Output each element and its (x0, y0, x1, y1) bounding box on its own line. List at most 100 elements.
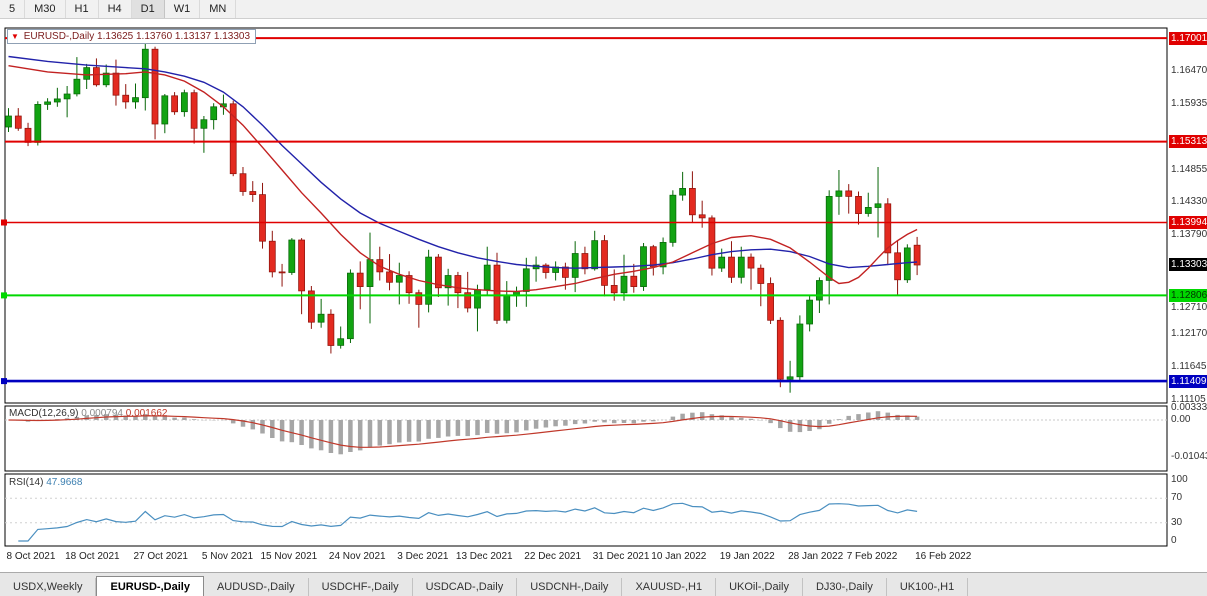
candle (200, 116, 208, 153)
candle (493, 252, 501, 324)
candle (239, 167, 247, 196)
candle (884, 198, 892, 266)
candle (210, 103, 218, 130)
ma-fast-line (8, 65, 918, 293)
chart-tab-eurusd-daily[interactable]: EURUSD-,Daily (96, 576, 204, 596)
candle (796, 315, 804, 382)
timeframe-button-w1[interactable]: W1 (164, 0, 201, 18)
candle (454, 271, 462, 309)
candle (288, 238, 296, 275)
panel-borders (4, 27, 1168, 547)
date-axis-label: 8 Oct 2021 (6, 551, 56, 562)
rsi-name: RSI(14) (9, 477, 44, 488)
rsi-indicator (5, 497, 1167, 542)
chart-tab-ukoil-daily[interactable]: UKOil-,Daily (716, 578, 803, 596)
timeframe-button-mn[interactable]: MN (200, 0, 237, 18)
rsi-current-value: 47.9668 (46, 477, 83, 488)
candle (298, 238, 305, 315)
chart-tab-dj30-daily[interactable]: DJ30-,Daily (802, 578, 887, 596)
candle (689, 171, 696, 223)
candle (874, 167, 882, 238)
candle (356, 261, 364, 310)
candle (102, 64, 110, 88)
candle (435, 254, 442, 297)
chart-tab-usdcad-daily[interactable]: USDCAD-,Daily (412, 578, 518, 596)
candle (347, 269, 354, 343)
candle (591, 230, 599, 271)
rsi-indicator-label: RSI(14) 47.9668 (9, 477, 82, 488)
candle (776, 317, 784, 388)
candle (5, 108, 12, 132)
chart-tab-uk100-h1[interactable]: UK100-,H1 (886, 578, 969, 596)
candle (894, 240, 901, 296)
candle (728, 241, 735, 283)
candle (659, 237, 667, 275)
candle (913, 236, 921, 276)
candle (581, 246, 589, 275)
candle (268, 230, 276, 278)
timeframe-button-d1[interactable]: D1 (131, 0, 165, 18)
candle (806, 295, 813, 332)
candle (190, 89, 198, 144)
chart-tab-xauusd-h1[interactable]: XAUUSD-,H1 (622, 578, 717, 596)
timeframe-toolbar: 5 M30 H1 H4 D1 W1 MN (0, 0, 1207, 19)
candle (249, 181, 257, 202)
date-axis-label: 5 Nov 2021 (201, 551, 254, 562)
candle (855, 191, 862, 225)
candle (825, 190, 833, 305)
candle (464, 271, 472, 313)
chart-title-symbol: EURUSD-,Daily (23, 31, 95, 42)
date-axis-label: 19 Jan 2022 (719, 551, 775, 562)
candle (903, 244, 911, 283)
macd-signal-value: 0.001662 (125, 408, 168, 419)
candle (278, 263, 286, 287)
date-axis-label: 18 Oct 2021 (65, 551, 120, 562)
candle (161, 94, 169, 134)
timeframe-button-h1[interactable]: H1 (65, 0, 99, 18)
candle (337, 326, 345, 349)
chart-tab-usdcnh-daily[interactable]: USDCNH-,Daily (517, 578, 623, 596)
candle (640, 243, 647, 291)
timeframe-button-5[interactable]: 5 (0, 0, 26, 18)
candle (327, 309, 335, 354)
chart-tab-audusd-daily[interactable]: AUDUSD-,Daily (203, 578, 309, 596)
candle (835, 170, 843, 215)
candle (122, 84, 130, 109)
candle (757, 264, 765, 307)
candle (767, 277, 774, 324)
timeframe-button-h4[interactable]: H4 (98, 0, 132, 18)
candle (444, 268, 452, 306)
candle (669, 190, 677, 247)
candle (259, 182, 266, 249)
date-axis-label: 24 Nov 2021 (328, 551, 386, 562)
chart-tab-usdx-weekly[interactable]: USDX,Weekly (0, 578, 97, 596)
candle (132, 83, 139, 109)
candle (229, 100, 237, 177)
candle (308, 286, 315, 329)
candle (395, 262, 403, 305)
macd-indicator-label: MACD(12,26,9) 0.000794 0.001662 (9, 408, 167, 419)
time-axis[interactable]: 8 Oct 2021 18 Oct 2021 27 Oct 2021 5 Nov 20… (0, 551, 1207, 565)
candle (171, 92, 178, 115)
chart-tab-usdchf-daily[interactable]: USDCHF-,Daily (308, 578, 413, 596)
candle (630, 263, 638, 293)
candle (317, 298, 325, 328)
ohlc-close: 1.13303 (213, 31, 251, 42)
candle (53, 87, 61, 107)
ohlc-high: 1.13760 (135, 31, 173, 42)
date-axis-label: 22 Dec 2021 (524, 551, 582, 562)
timeframe-button-m30[interactable]: M30 (25, 0, 66, 18)
macd-name: MACD(12,26,9) (9, 408, 79, 419)
date-axis-label: 31 Dec 2021 (592, 551, 650, 562)
candle (151, 46, 159, 140)
candle (679, 171, 686, 201)
chart-title[interactable]: ▼ EURUSD-,Daily 1.13625 1.13760 1.13137 … (7, 29, 257, 44)
date-axis-label: 28 Jan 2022 (788, 551, 844, 562)
candle (864, 192, 872, 217)
date-axis-label: 7 Feb 2022 (846, 551, 898, 562)
candle (737, 246, 745, 284)
date-axis-label: 3 Dec 2021 (397, 551, 449, 562)
date-axis-label: 10 Jan 2022 (651, 551, 707, 562)
